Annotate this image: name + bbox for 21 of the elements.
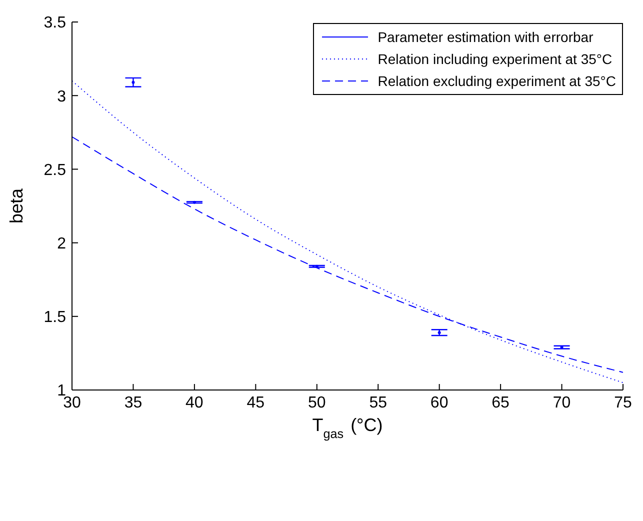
x-tick-label: 50 <box>308 394 326 412</box>
legend-label: Parameter estimation with errorbar <box>378 29 594 45</box>
x-tick-label: 45 <box>246 394 265 412</box>
y-axis-title: beta <box>6 188 26 224</box>
x-tick-label: 55 <box>369 394 388 412</box>
x-tick-label: 30 <box>63 394 81 412</box>
y-tick-label: 2.5 <box>44 162 66 179</box>
x-tick-label: 40 <box>186 394 204 412</box>
x-tick-label: 60 <box>430 394 448 412</box>
y-tick-label: 1.5 <box>44 309 66 326</box>
legend-label: Relation excluding experiment at 35°C <box>378 73 616 89</box>
y-tick-label: 3.5 <box>44 14 66 32</box>
x-tick-label: 35 <box>124 394 142 412</box>
x-axis-title: T$_{gas}$ (°C) <box>312 415 383 441</box>
legend-label: Relation including experiment at 35°C <box>378 51 612 67</box>
y-tick-label: 3 <box>57 88 66 106</box>
y-tick-label: 2 <box>57 235 66 252</box>
x-tick-label: 65 <box>492 394 510 412</box>
point <box>132 80 135 84</box>
x-tick-label: 75 <box>614 394 632 412</box>
x-tick-label: 70 <box>552 394 571 412</box>
